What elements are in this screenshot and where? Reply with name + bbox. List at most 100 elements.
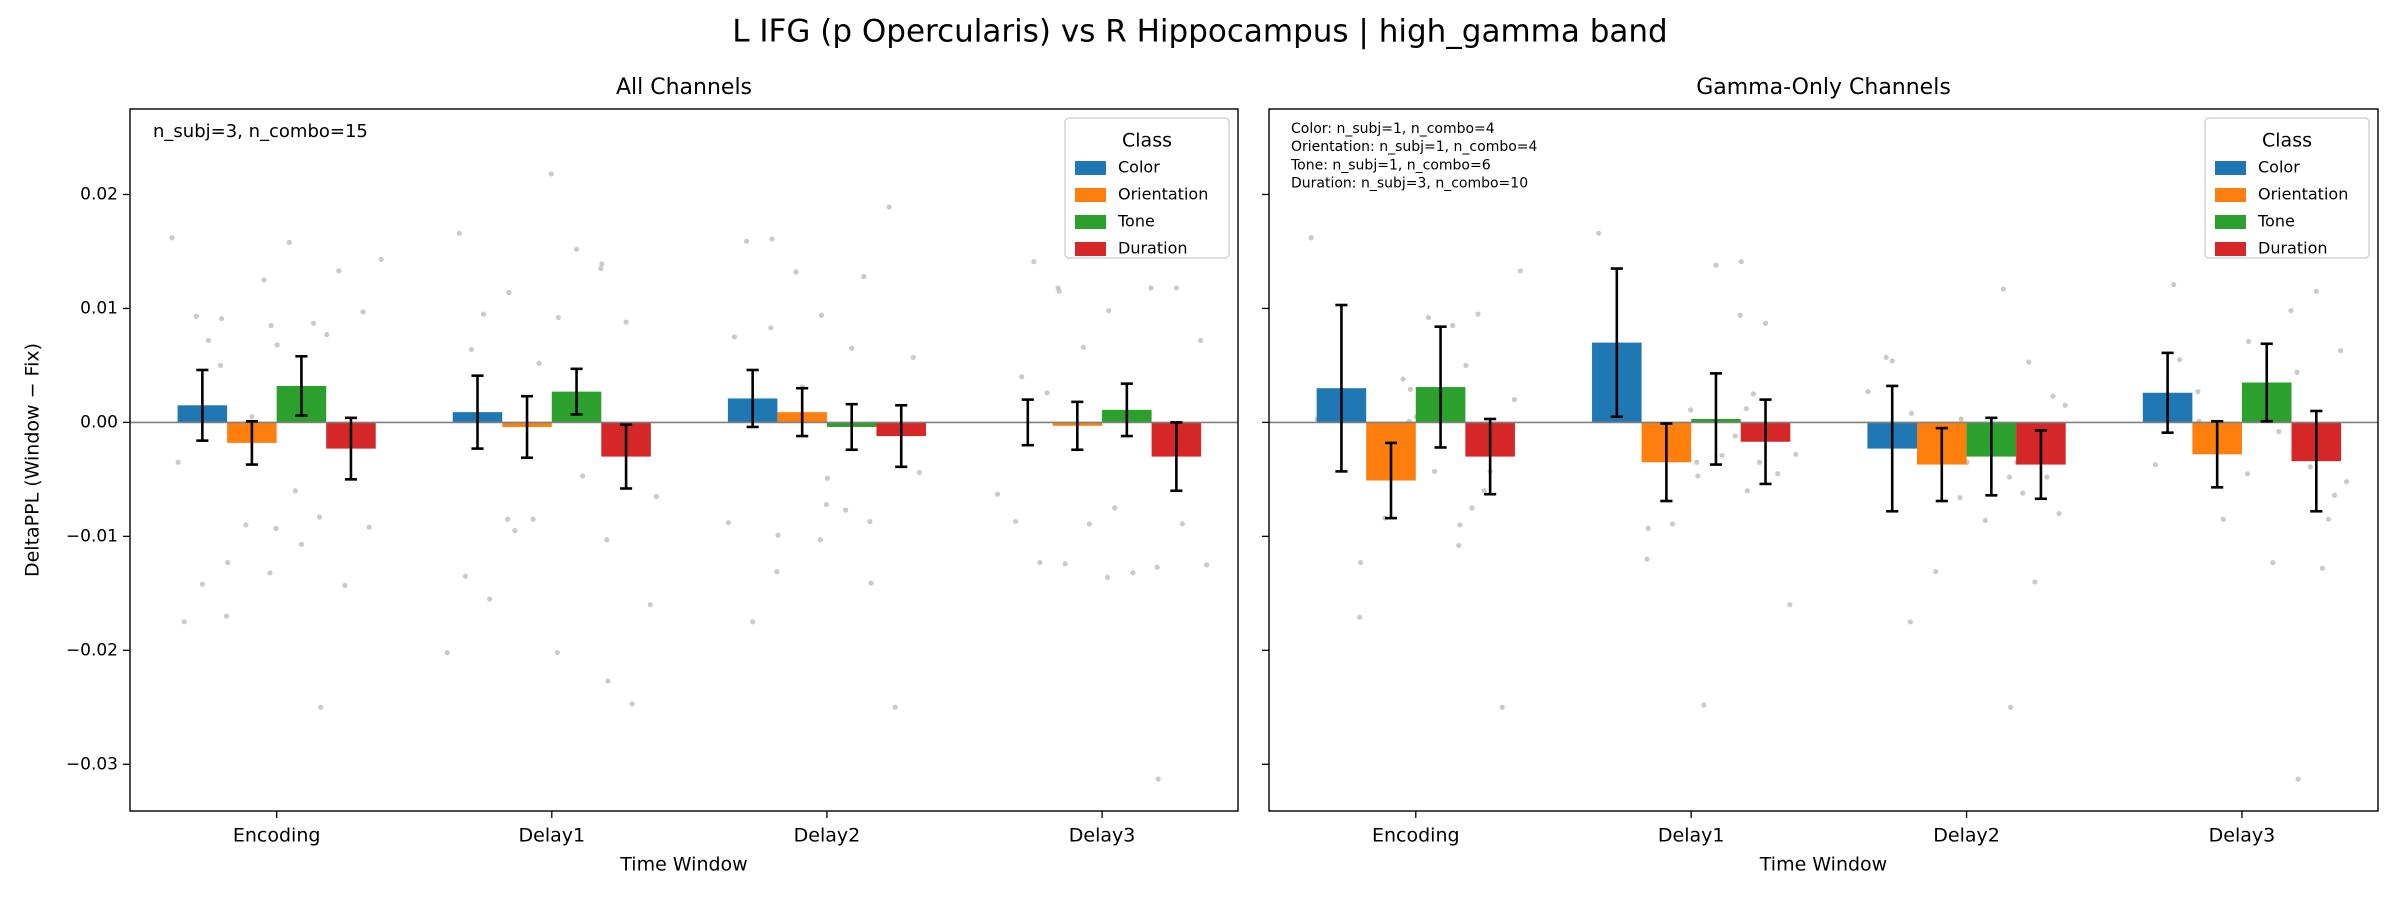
data-point [378, 256, 384, 263]
data-point [1499, 704, 1505, 710]
data-point [1775, 471, 1781, 477]
axes-frame [1268, 108, 2379, 812]
error-bar [746, 368, 759, 429]
data-point [1154, 564, 1160, 570]
data-point [604, 537, 610, 543]
data-point [817, 537, 823, 543]
x-tick-label: Delay1 [519, 825, 586, 847]
data-point [2325, 516, 2332, 522]
figure-title: L IFG (p Opercularis) vs R Hippocampus |… [732, 14, 1667, 50]
error-bar [1021, 398, 1034, 447]
legend-label: Color [1118, 158, 1160, 177]
data-point [1645, 525, 1651, 531]
data-point [1933, 569, 1939, 575]
data-point [2006, 474, 2013, 480]
data-point [2344, 479, 2350, 485]
data-point [1958, 416, 1964, 422]
error-bar [295, 354, 308, 417]
error-bar [2034, 429, 2047, 501]
data-point [2270, 559, 2276, 566]
data-point [769, 236, 775, 242]
data-point [2319, 565, 2325, 571]
y-tick-label: −0.02 [66, 640, 118, 660]
error-bar [1886, 384, 1899, 513]
x-axis-label: Time Window [1759, 854, 1887, 876]
data-point [743, 238, 750, 244]
data-point [2244, 471, 2251, 477]
data-point [818, 312, 825, 318]
y-tick-label: −0.03 [66, 754, 118, 774]
error-bar [1709, 372, 1723, 466]
data-point [1793, 451, 1799, 457]
error-bar [1985, 416, 1998, 497]
legend-label: Color [2258, 158, 2300, 177]
data-point [1056, 288, 1062, 294]
data-point [2313, 288, 2319, 294]
error-bar [471, 374, 484, 450]
error-bar [520, 394, 534, 460]
data-point [1481, 488, 1487, 494]
y-tick-label: −0.01 [66, 526, 118, 546]
data-point [725, 520, 732, 526]
data-point [1865, 389, 1871, 395]
data-point [268, 322, 274, 329]
data-point [1517, 268, 1524, 274]
y-tick-label: 0.01 [80, 298, 118, 318]
data-point [2062, 402, 2068, 408]
error-bar [845, 402, 858, 452]
error-bar [1935, 426, 1948, 503]
data-point [2050, 393, 2056, 399]
legend-label: Orientation [2258, 185, 2348, 204]
legend: Class Color Orientation Tone Duration [2204, 117, 2370, 259]
data-point [199, 581, 205, 587]
legend-swatch [2215, 242, 2246, 256]
data-point [1130, 570, 1136, 576]
data-point [731, 334, 738, 340]
error-bar [1120, 382, 1133, 438]
data-point [1469, 505, 1475, 511]
data-point [2026, 359, 2032, 365]
data-point [536, 360, 542, 366]
data-point [750, 619, 756, 625]
legend-title: Class [2262, 130, 2312, 152]
legend-swatch [2215, 215, 2246, 229]
data-point [366, 524, 372, 530]
data-point [267, 570, 273, 576]
axes-title: All Channels [616, 75, 752, 100]
data-point [2195, 389, 2201, 395]
data-point [480, 311, 487, 317]
data-point [2294, 369, 2300, 375]
data-point [1688, 407, 1694, 413]
error-bar [620, 423, 633, 490]
legend-swatch [1075, 215, 1106, 229]
data-point [1756, 459, 1763, 465]
error-bar [1384, 441, 1398, 520]
data-point [1019, 374, 1025, 380]
data-point [342, 582, 348, 588]
data-point [1357, 614, 1363, 620]
legend-label: Tone [2257, 212, 2295, 231]
data-point [1889, 358, 1895, 364]
data-point [1762, 320, 1769, 326]
data-point [1407, 386, 1413, 392]
data-point [286, 239, 292, 245]
data-point [273, 525, 279, 531]
x-tick-label: Encoding [1372, 825, 1460, 847]
data-point [647, 602, 653, 608]
data-point [1457, 522, 1463, 528]
data-point [1179, 521, 1186, 527]
data-point [1694, 459, 1700, 465]
legend-label: Duration [1118, 239, 1188, 258]
data-point [1037, 559, 1043, 566]
error-bar [196, 368, 209, 442]
data-point [824, 475, 831, 481]
error-bar [1434, 325, 1447, 449]
data-point [1743, 406, 1749, 412]
data-point [193, 313, 199, 320]
data-point [2056, 510, 2062, 517]
data-point [1358, 559, 1364, 566]
data-point [223, 613, 230, 619]
data-point [292, 488, 298, 494]
data-point [768, 325, 774, 331]
